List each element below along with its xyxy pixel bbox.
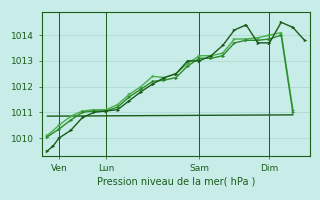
X-axis label: Pression niveau de la mer( hPa ): Pression niveau de la mer( hPa ) xyxy=(97,177,255,187)
